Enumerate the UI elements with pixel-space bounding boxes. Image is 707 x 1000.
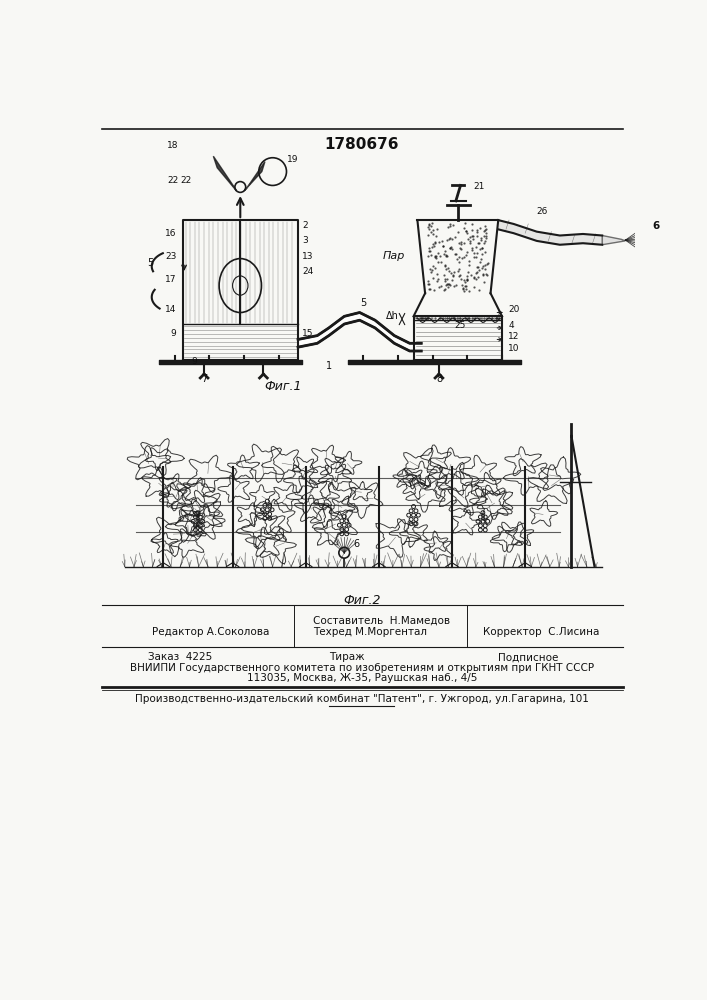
- Text: 17: 17: [165, 275, 176, 284]
- Text: Фиг.2: Фиг.2: [343, 594, 380, 607]
- Text: 12: 12: [508, 332, 520, 341]
- Text: 7: 7: [201, 374, 207, 384]
- Text: 2: 2: [302, 221, 308, 230]
- Text: 1: 1: [326, 361, 332, 371]
- Text: 20: 20: [508, 306, 520, 314]
- Text: Корректор  С.Лисина: Корректор С.Лисина: [483, 627, 600, 637]
- Text: 22: 22: [181, 176, 192, 185]
- Text: Редактор А.Соколова: Редактор А.Соколова: [152, 627, 269, 637]
- Text: 9: 9: [170, 329, 176, 338]
- Text: 6: 6: [653, 221, 660, 231]
- Text: 15: 15: [302, 329, 313, 338]
- Polygon shape: [602, 235, 625, 245]
- Text: 21: 21: [474, 182, 485, 191]
- Text: Составитель  Н.Мамедов: Составитель Н.Мамедов: [313, 615, 450, 626]
- Text: 8: 8: [436, 374, 442, 384]
- Text: 23: 23: [165, 252, 176, 261]
- Text: 22: 22: [168, 176, 179, 185]
- Text: Пар: Пар: [382, 251, 405, 261]
- Text: Подписное: Подписное: [498, 652, 559, 662]
- Text: Заказ  4225: Заказ 4225: [148, 652, 212, 662]
- Text: 1780676: 1780676: [325, 137, 399, 152]
- Text: 4: 4: [508, 321, 514, 330]
- Text: 9: 9: [191, 357, 197, 366]
- Polygon shape: [244, 162, 265, 191]
- Text: 16: 16: [165, 229, 176, 237]
- Text: Производственно-издательский комбинат "Патент", г. Ужгород, ул.Гагарина, 101: Производственно-издательский комбинат "П…: [135, 694, 589, 704]
- Text: Тираж: Тираж: [329, 652, 365, 662]
- Text: 3: 3: [302, 236, 308, 245]
- Text: 13: 13: [302, 252, 313, 261]
- Text: 10: 10: [508, 344, 520, 353]
- Text: Техред М.Моргентал: Техред М.Моргентал: [313, 627, 428, 637]
- Text: 5: 5: [147, 258, 153, 268]
- Text: 113035, Москва, Ж-35, Раушская наб., 4/5: 113035, Москва, Ж-35, Раушская наб., 4/5: [247, 673, 477, 683]
- Polygon shape: [214, 156, 236, 191]
- Text: Фиг.1: Фиг.1: [264, 379, 301, 392]
- Text: 18: 18: [167, 141, 179, 150]
- Text: ВНИИПИ Государственного комитета по изобретениям и открытиям при ГКНТ СССР: ВНИИПИ Государственного комитета по изоб…: [130, 663, 594, 673]
- Text: 19: 19: [286, 155, 298, 164]
- Text: 25: 25: [455, 321, 466, 330]
- Text: 26: 26: [537, 207, 548, 216]
- Text: Δh: Δh: [385, 311, 399, 321]
- Text: 6: 6: [354, 539, 360, 549]
- Text: 24: 24: [302, 267, 313, 276]
- Text: 14: 14: [165, 306, 176, 314]
- Text: 5: 5: [361, 298, 367, 308]
